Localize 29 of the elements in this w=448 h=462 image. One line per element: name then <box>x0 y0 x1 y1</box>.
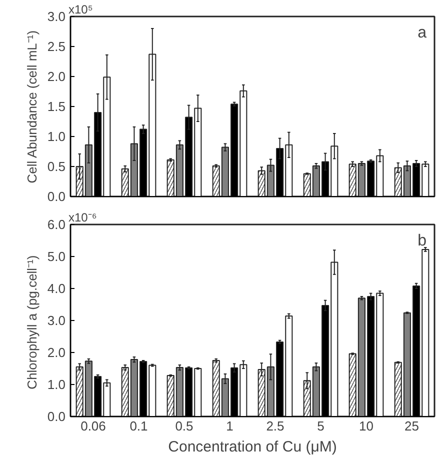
y-tick-label: 2.5 <box>47 39 66 54</box>
x-tick-label: 5 <box>317 418 324 434</box>
annotation: b <box>418 232 427 250</box>
x-axis-title: Concentration of Cu (μM) <box>168 438 337 456</box>
x-tick-label: 0.5 <box>175 418 194 434</box>
x-tick-label: 10 <box>359 418 374 434</box>
x-tick-label: 0.1 <box>130 418 148 434</box>
y-tick-label: 0.5 <box>47 159 66 174</box>
y-tick-label: 4.0 <box>47 281 66 296</box>
y-tick-label: 1.0 <box>47 377 66 392</box>
y-axis-title: Cell Abundance (cell mL⁻¹) <box>24 30 40 184</box>
y-tick-label: 1.0 <box>47 129 66 144</box>
annotation: x10⁵ <box>68 2 93 16</box>
y-tick-label: 2.0 <box>47 345 66 360</box>
x-tick-label: 1 <box>226 418 234 434</box>
y-tick-label: 3.0 <box>47 313 66 328</box>
x-tick-label: 0.06 <box>80 418 106 434</box>
y-tick-label: 1.5 <box>47 99 66 114</box>
y-tick-label: 0.0 <box>47 189 66 204</box>
y-tick-label: 3.0 <box>47 9 66 24</box>
y-tick-label: 6.0 <box>47 217 66 232</box>
y-tick-label: 0.0 <box>47 409 66 424</box>
x-tick-label: 2.5 <box>266 418 284 434</box>
annotation: x10⁻⁶ <box>68 210 97 224</box>
y-axis-title: Chlorophyll a (pg.cell⁻¹) <box>24 255 40 390</box>
y-tick-label: 2.0 <box>47 69 66 84</box>
x-tick-label: 25 <box>404 418 419 434</box>
annotation: a <box>418 24 427 42</box>
y-tick-label: 5.0 <box>47 249 66 264</box>
